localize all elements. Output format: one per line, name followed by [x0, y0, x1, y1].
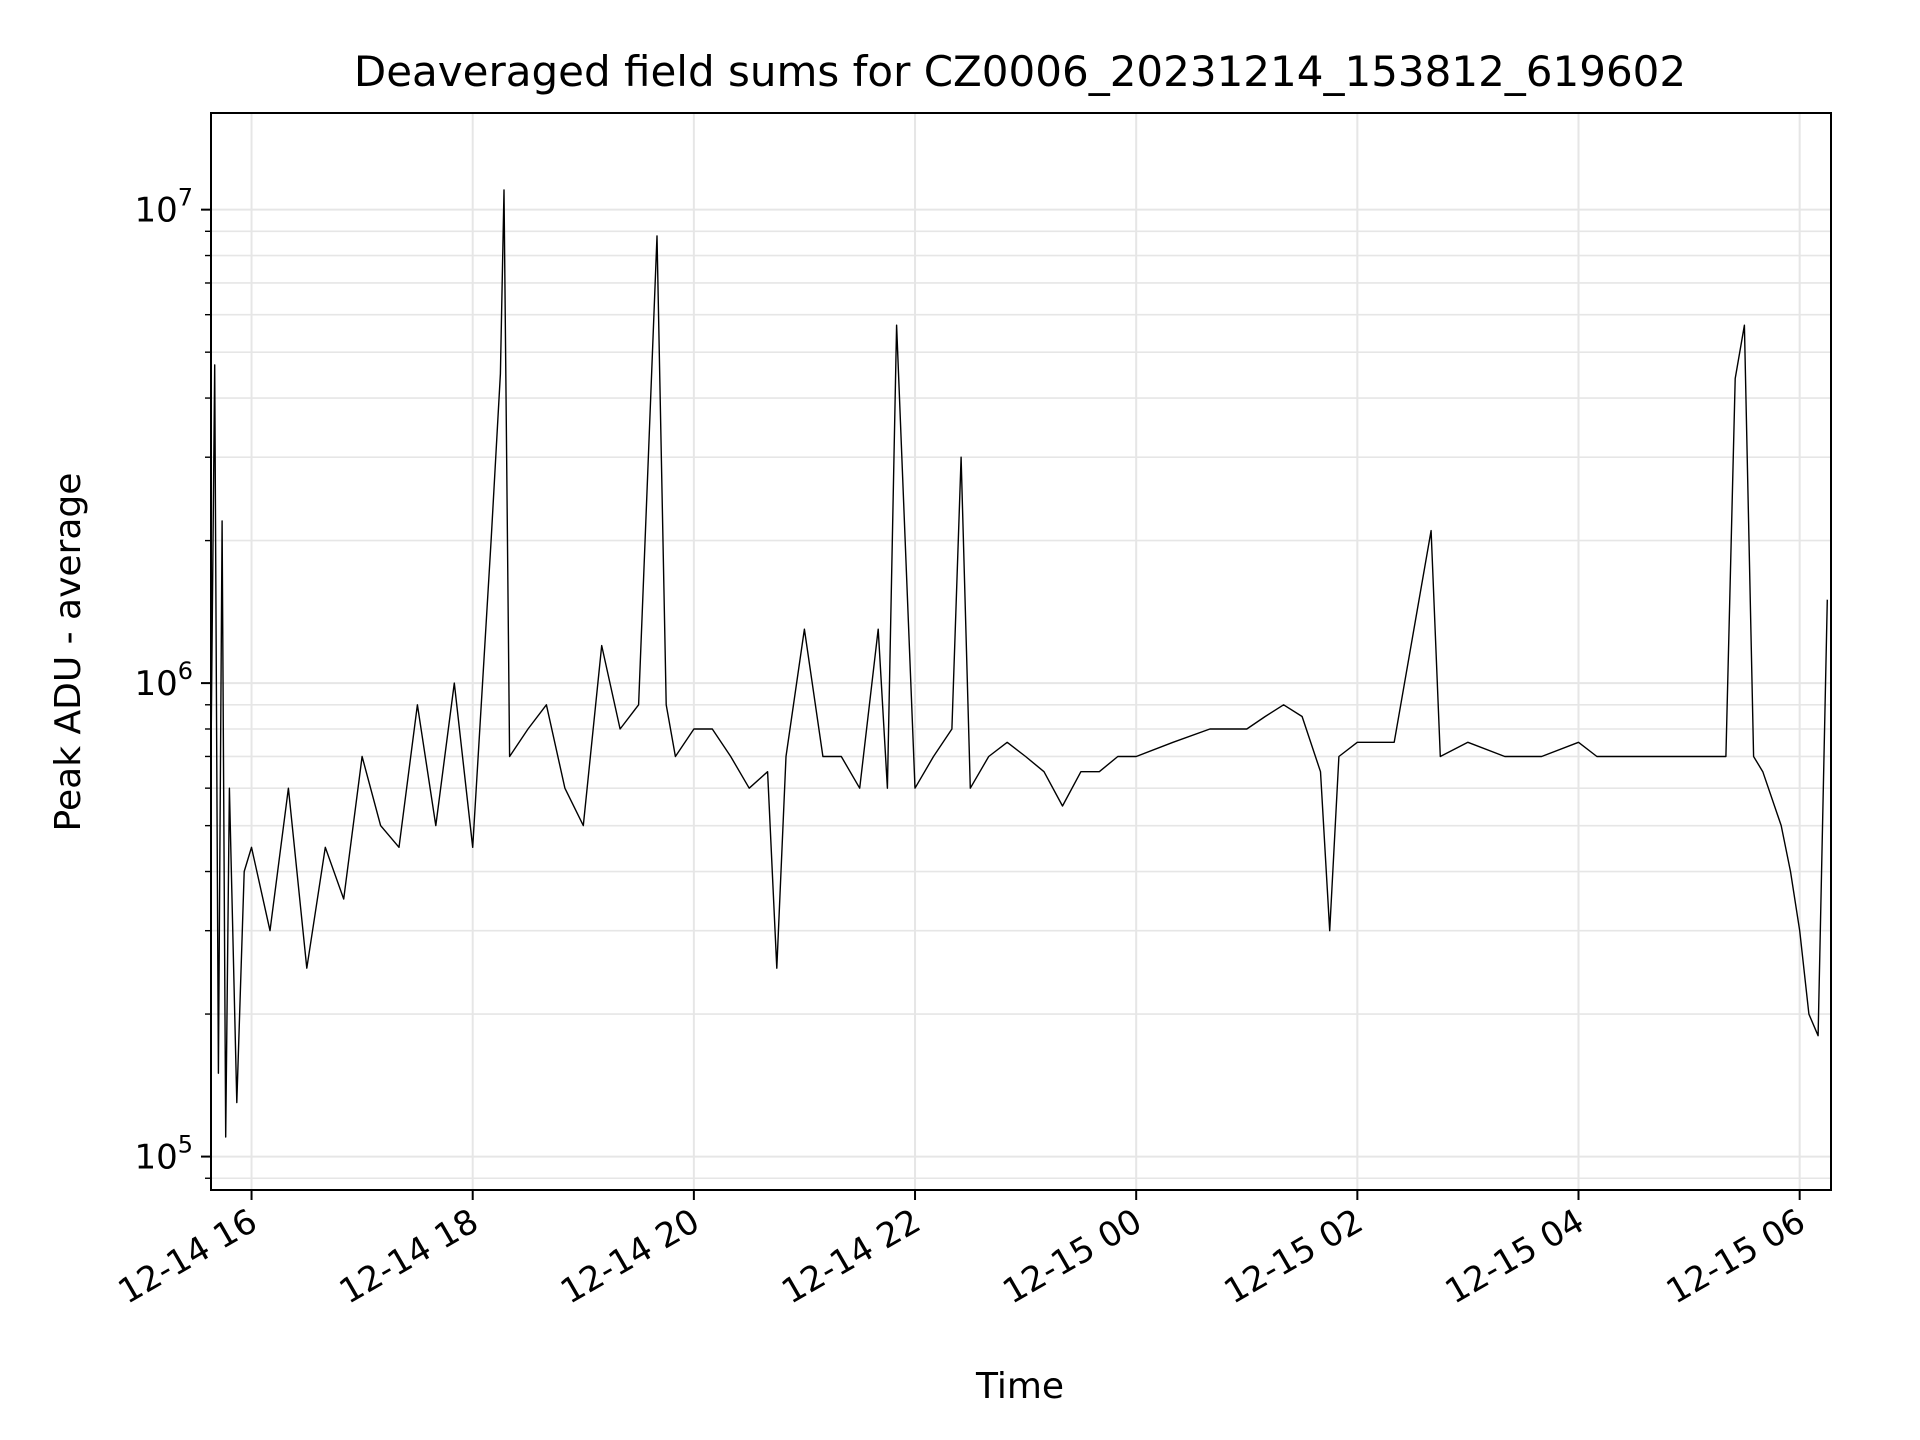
y-tick-label: 106 — [134, 657, 193, 704]
x-axis-label: Time — [975, 1366, 1064, 1407]
y-axis: 105 106 107 — [134, 184, 211, 1179]
y-tick-label: 105 — [134, 1131, 193, 1178]
series-line-0 — [210, 189, 1828, 1138]
plot-frame — [210, 112, 1832, 1191]
y-tick-label: 107 — [134, 184, 193, 231]
series-group — [210, 189, 1828, 1138]
chart-title: Deaveraged field sums for CZ0006_2023121… — [354, 47, 1686, 96]
y-axis-label: Peak ADU - average — [48, 473, 89, 832]
grid — [211, 113, 1831, 1190]
